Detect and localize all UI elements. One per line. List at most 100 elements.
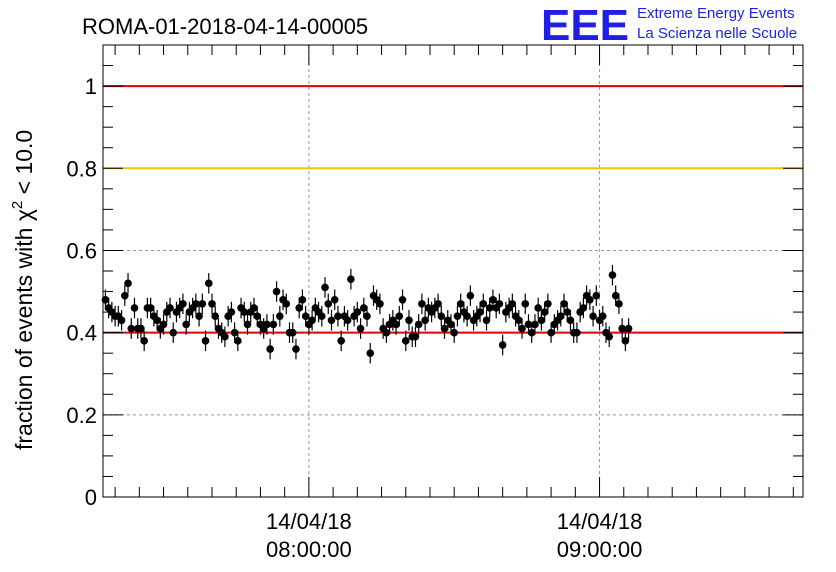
data-point	[124, 279, 132, 288]
data-point	[272, 287, 281, 296]
data-point	[198, 300, 207, 308]
data-point	[330, 295, 339, 304]
data-point	[611, 291, 620, 300]
data-point	[498, 341, 507, 349]
data-point	[573, 328, 581, 337]
data-point	[353, 308, 362, 316]
y-tick-label: 0	[85, 485, 97, 510]
eee-logo: EEE Extreme Energy Events La Scienza nel…	[541, 1, 797, 50]
y-axis-label: fraction of events with χ2 < 10.0	[9, 130, 37, 450]
data-point	[608, 271, 617, 279]
data-point	[598, 312, 607, 321]
data-point	[363, 312, 371, 321]
data-point	[566, 316, 575, 325]
data-point	[146, 304, 155, 312]
data-point	[295, 304, 303, 312]
data-point	[563, 308, 572, 316]
data-point	[253, 312, 262, 321]
data-point	[521, 300, 530, 308]
data-point	[337, 337, 345, 345]
data-point	[392, 320, 400, 329]
data-point	[540, 308, 549, 316]
data-point	[308, 316, 316, 325]
data-point	[101, 295, 110, 304]
data-point	[482, 316, 491, 325]
data-point	[324, 300, 333, 308]
y-axis-label-sup: 2	[9, 201, 26, 209]
logo-mark: EEE	[541, 1, 629, 50]
x-axis: 14/04/18 08:00:00 14/04/18 09:00:00	[114, 45, 794, 562]
data-point	[298, 295, 307, 304]
y-tick-label: 0.8	[66, 156, 97, 181]
data-point	[495, 300, 504, 308]
data-point	[301, 312, 310, 321]
data-point	[447, 320, 455, 329]
x-tick-time-label: 08:00:00	[266, 537, 352, 562]
data-point	[120, 291, 129, 300]
data-point	[456, 300, 465, 308]
data-point	[366, 349, 375, 357]
data-point	[347, 275, 355, 284]
y-axis: 0 0.2 0.4 0.6 0.8 1	[66, 65, 803, 510]
data-point	[534, 304, 542, 312]
y-axis-label-suffix: < 10.0	[11, 130, 37, 201]
chart-title: ROMA-01-2018-04-14-00005	[82, 14, 368, 39]
data-point	[179, 300, 187, 308]
y-tick-label: 0.4	[66, 321, 97, 346]
data-point	[395, 312, 404, 321]
data-point	[440, 324, 449, 333]
data-point	[476, 308, 484, 316]
grid-lines	[103, 45, 803, 497]
y-tick-label: 1	[85, 74, 97, 99]
data-point	[195, 312, 203, 321]
data-point	[411, 332, 420, 341]
data-point	[518, 324, 526, 333]
y-tick-label: 0.6	[66, 238, 97, 263]
data-point	[398, 295, 407, 304]
data-point	[382, 328, 391, 337]
data-point	[624, 324, 633, 333]
data-point	[327, 316, 336, 325]
data-point	[240, 308, 249, 316]
data-point	[201, 337, 210, 345]
data-point	[450, 328, 459, 337]
data-point	[288, 328, 297, 337]
data-point	[117, 316, 126, 325]
data-point	[560, 300, 568, 308]
data-point	[204, 279, 213, 288]
data-point	[182, 320, 190, 329]
data-point	[418, 300, 426, 308]
data-point	[153, 316, 161, 325]
data-point	[318, 312, 326, 321]
data-point	[414, 320, 423, 329]
data-point	[169, 328, 178, 337]
data-point	[485, 304, 494, 312]
data-point	[359, 304, 368, 312]
data-point	[531, 320, 539, 329]
data-point	[453, 312, 462, 321]
data-point	[466, 291, 475, 300]
logo-line-1: Extreme Energy Events	[637, 5, 795, 22]
data-point	[586, 295, 594, 304]
x-tick-time-label: 09:00:00	[557, 537, 643, 562]
data-point	[266, 345, 274, 353]
data-point	[515, 316, 523, 325]
x-tick-date-label: 14/04/18	[266, 509, 352, 534]
data-point	[250, 304, 258, 312]
data-point	[356, 324, 365, 333]
data-point	[376, 300, 384, 308]
data-point	[263, 320, 271, 329]
data-point	[127, 324, 136, 333]
data-point	[489, 295, 497, 304]
data-point	[579, 304, 588, 312]
data-point	[463, 312, 471, 321]
data-point	[618, 324, 626, 333]
data-point	[130, 304, 139, 312]
x-tick-date-label: 14/04/18	[557, 509, 643, 534]
data-point	[321, 283, 329, 292]
data-point	[243, 320, 252, 329]
data-point	[537, 316, 546, 325]
data-point	[479, 300, 488, 308]
